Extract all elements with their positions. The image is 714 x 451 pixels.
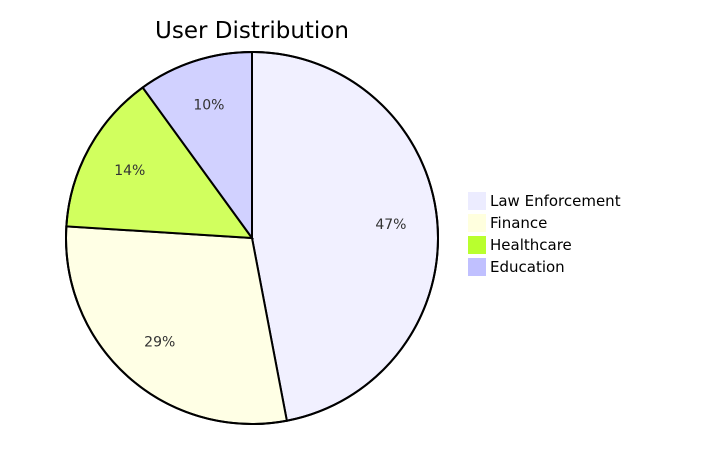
legend-label-healthcare: Healthcare: [490, 236, 572, 254]
slice-labels: 47% 29% 14% 10%: [114, 97, 406, 350]
slice-label-finance: 29%: [144, 335, 175, 351]
legend-swatch-healthcare: [468, 236, 486, 254]
legend-label-law-enforcement: Law Enforcement: [490, 192, 621, 210]
legend-swatch-finance: [468, 214, 486, 232]
slice-label-law-enforcement: 47%: [375, 217, 406, 233]
legend: Law Enforcement Finance Healthcare Educatio…: [468, 192, 621, 276]
pie-outline: [65, 51, 439, 425]
chart-title: User Distribution: [155, 18, 349, 44]
slice-label-education: 10%: [193, 97, 224, 113]
pie-slice-finance: [65, 225, 289, 425]
legend-label-education: Education: [490, 258, 565, 276]
slice-label-healthcare: 14%: [114, 163, 145, 179]
pie-slice-law-enforcement: [251, 50, 439, 422]
legend-label-finance: Finance: [490, 214, 547, 232]
pie-slices: [65, 50, 439, 425]
legend-swatch-law-enforcement: [468, 192, 486, 210]
legend-swatch-education: [468, 258, 486, 276]
